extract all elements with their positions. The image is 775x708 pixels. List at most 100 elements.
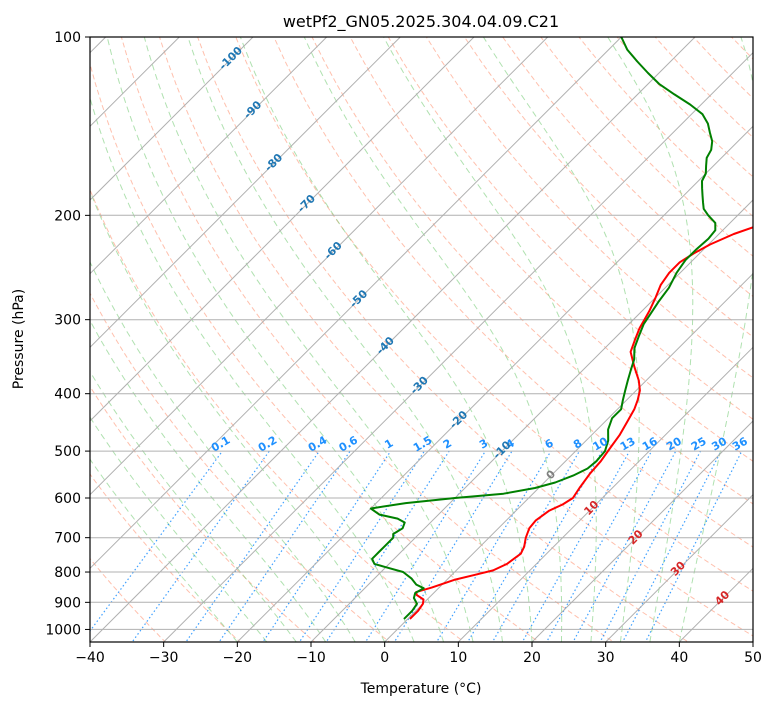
moist-adiabat-line [607, 37, 694, 642]
mixing-ratio-line [218, 450, 351, 642]
x-tick-label: 20 [523, 650, 541, 666]
profile-series [369, 37, 753, 620]
dry-adiabat-line [349, 37, 753, 462]
isotherm-line [605, 493, 753, 642]
dewpoint-profile-line [369, 37, 717, 620]
isotherm-label: 0 [544, 467, 559, 482]
mixing-ratio-line [262, 450, 392, 642]
dry-adiabat-line [770, 37, 775, 654]
isotherm-line [310, 199, 753, 642]
mixing-ratio-line [325, 450, 450, 642]
isotherm-line [163, 51, 753, 642]
mixing-ratio-line [622, 450, 722, 642]
dry-adiabat-line [387, 37, 753, 420]
x-axis-label: Temperature (°C) [360, 681, 482, 697]
plot-frame [89, 36, 754, 643]
dry-adiabat-line [197, 37, 753, 637]
isotherm-label: -40 [374, 334, 397, 357]
dry-adiabat-line [235, 37, 753, 592]
mixing-ratio-line [644, 450, 743, 642]
x-tick-label: 40 [670, 650, 688, 666]
mixing-ratio-label: 6 [543, 436, 556, 451]
isotherm-label: -90 [241, 98, 264, 121]
y-tick-label: 600 [54, 491, 81, 507]
mixing-ratio-line [545, 450, 653, 642]
mixing-ratio-line [467, 450, 580, 642]
isotherm-label: 30 [668, 558, 688, 578]
x-tick-label: 30 [597, 650, 615, 666]
mixing-ratio-line [435, 450, 552, 642]
y-tick-label: 400 [54, 387, 81, 403]
moist-adiabat-line [303, 37, 563, 642]
isotherm-label: -100 [216, 44, 245, 73]
temperature-profile-line [409, 226, 753, 620]
x-tick-label: 0 [380, 650, 389, 666]
isotherm-label: 20 [626, 527, 646, 547]
y-axis: 100 200 300 400 500 600 700 800 900 1000 [45, 30, 90, 638]
isotherm-label: -60 [322, 239, 345, 262]
isotherm-line [90, 37, 328, 275]
isotherm-label: -50 [347, 287, 370, 310]
dry-adiabat-line [692, 37, 753, 99]
isotherm-line [752, 641, 753, 642]
isotherm-line [678, 567, 753, 642]
dry-adiabat-line [540, 37, 753, 257]
dry-adiabat-line [90, 557, 167, 642]
y-tick-label: 100 [54, 30, 81, 46]
mixing-ratio-line [572, 450, 677, 642]
y-tick-label: 800 [54, 565, 81, 581]
y-tick-label: 900 [54, 595, 81, 611]
isotherm-label: -70 [295, 192, 318, 215]
y-tick-label: 300 [54, 313, 81, 329]
isotherm-line [90, 37, 549, 496]
moist-adiabat-line [90, 260, 356, 642]
moist-adiabat-line [239, 37, 533, 642]
moist-adiabat-line [482, 37, 640, 642]
x-tick-label: −40 [75, 650, 105, 666]
x-tick-label: −10 [296, 650, 326, 666]
dry-adiabat-line [90, 473, 241, 642]
mixing-ratio-line [185, 450, 320, 642]
isotherm-line [384, 272, 753, 642]
y-tick-label: 200 [54, 208, 81, 224]
pressure-grid [90, 37, 753, 630]
mixing-ratio-line [599, 450, 702, 642]
isotherm-label: 10 [581, 498, 601, 518]
moist-adiabat-line [90, 416, 268, 642]
isotherm-line [531, 420, 753, 642]
mixing-ratio-label: 2 [441, 437, 454, 452]
dry-adiabat-line [273, 37, 753, 548]
dry-adiabat-line [90, 385, 316, 642]
isotherm-label: -20 [447, 408, 470, 431]
moist-adiabat-line [187, 37, 503, 642]
isotherm-line [90, 37, 475, 422]
dry-adiabat-line [654, 37, 753, 139]
y-tick-label: 1000 [45, 622, 81, 638]
x-tick-label: −20 [223, 650, 253, 666]
moist-adiabat-line [143, 37, 474, 642]
y-tick-label: 700 [54, 531, 81, 547]
dry-adiabat-line [616, 37, 753, 178]
moist-adiabat-line [106, 37, 445, 642]
moist-adiabat-line [90, 458, 238, 642]
dry-adiabat-line [425, 37, 753, 379]
moist-adiabat-line [90, 370, 297, 642]
moist-adiabat-line [678, 37, 753, 642]
isotherm-line [90, 37, 696, 642]
x-tick-label: −30 [149, 650, 179, 666]
x-axis: −40 −30 −20 −10 0 10 20 30 40 50 [75, 642, 762, 666]
moist-adiabat-line [90, 319, 327, 642]
mixing-ratio-line [131, 450, 270, 642]
isotherm-line [90, 37, 622, 570]
isotherm-line [90, 37, 254, 201]
dry-adiabat-line [90, 292, 391, 642]
moist-adiabat-line [383, 37, 597, 642]
chart-title: wetPf2_GN05.2025.304.04.09.C21 [283, 12, 559, 32]
dry-adiabat-line [90, 62, 540, 642]
isotherm-lines [90, 37, 753, 642]
isotherm-line [457, 346, 753, 642]
x-tick-label: 50 [744, 650, 762, 666]
y-axis-label: Pressure (hPa) [11, 289, 27, 389]
isotherm-line [236, 125, 753, 642]
